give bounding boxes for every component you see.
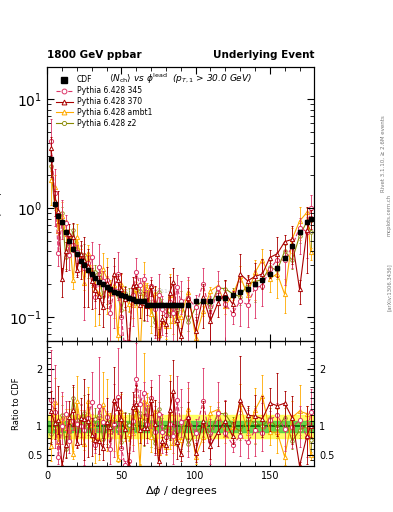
Text: [arXiv:1306.3436]: [arXiv:1306.3436] bbox=[387, 263, 391, 311]
Text: $\langle N_{\rm ch}\rangle$ vs $\phi^{\rm lead}$  ($p_{T,1}$ > 30.0 GeV): $\langle N_{\rm ch}\rangle$ vs $\phi^{\r… bbox=[109, 72, 252, 86]
X-axis label: $\Delta\phi$ / degrees: $\Delta\phi$ / degrees bbox=[145, 483, 217, 498]
Text: 1800 GeV ppbar: 1800 GeV ppbar bbox=[47, 50, 142, 60]
Text: Rivet 3.1.10, ≥ 2.6M events: Rivet 3.1.10, ≥ 2.6M events bbox=[381, 115, 386, 192]
Y-axis label: $\langle N_{\rm ch}\rangle$: $\langle N_{\rm ch}\rangle$ bbox=[0, 190, 4, 218]
Text: CDF:2001:S4751469: CDF:2001:S4751469 bbox=[117, 289, 181, 294]
Legend: CDF, Pythia 6.428 345, Pythia 6.428 370, Pythia 6.428 ambt1, Pythia 6.428 z2: CDF, Pythia 6.428 345, Pythia 6.428 370,… bbox=[54, 73, 154, 131]
Text: Underlying Event: Underlying Event bbox=[213, 50, 314, 60]
Y-axis label: Ratio to CDF: Ratio to CDF bbox=[12, 377, 21, 430]
Text: mcplots.cern.ch: mcplots.cern.ch bbox=[387, 194, 391, 236]
